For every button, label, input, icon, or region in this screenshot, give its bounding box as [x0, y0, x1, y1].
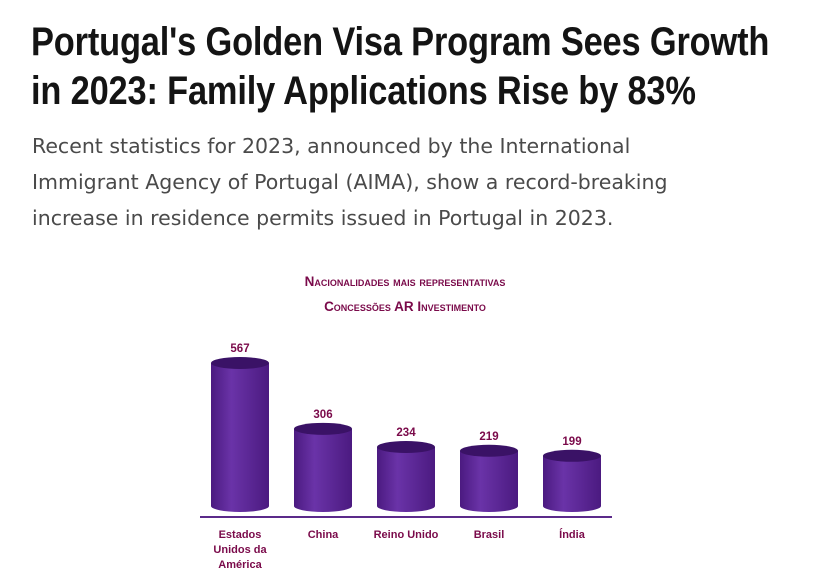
- category-label: Estados: [219, 529, 262, 541]
- bar-0-body: [211, 363, 269, 512]
- category-labels-group: 567 Estados Unidos da América 306 China 234 Rei…: [213, 343, 585, 571]
- chart-title-line-2: Concessões AR Investimento: [324, 299, 486, 314]
- intro-line-3: increase in residence permits issued in …: [32, 206, 614, 230]
- category-label: Unidos da: [213, 544, 267, 556]
- bar-2-top: [377, 440, 435, 453]
- bar-value-label: 219: [479, 431, 498, 443]
- intro-line-2: Immigrant Agency of Portugal (AIMA), sho…: [32, 170, 668, 194]
- category-label: Brasil: [474, 529, 505, 541]
- category-label: Índia: [559, 528, 586, 541]
- intro-line-1: Recent statistics for 2023, announced by…: [32, 134, 631, 158]
- bar-3-top: [460, 444, 518, 457]
- bar-4-body: [543, 455, 601, 512]
- bar-value-label: 306: [313, 409, 332, 421]
- bar-value-label: 234: [396, 427, 416, 439]
- bar-value-label: 567: [230, 343, 249, 355]
- bar-value-label: 199: [562, 436, 581, 448]
- bar-2-body: [377, 446, 435, 512]
- category-label: China: [308, 529, 339, 541]
- bar-1-body: [294, 428, 352, 512]
- headline-line-2: in 2023: Family Applications Rise by 83%: [31, 69, 696, 113]
- category-label: Reino Unido: [374, 529, 439, 541]
- headline-line-1: Portugal's Golden Visa Program Sees Grow…: [31, 20, 770, 64]
- chart-title-line-1: Nacionalidades mais representativas: [305, 274, 506, 289]
- article-headline: Portugal's Golden Visa Program Sees Grow…: [31, 18, 770, 116]
- category-label: América: [218, 559, 262, 571]
- article-intro: Recent statistics for 2023, announced by…: [32, 128, 812, 236]
- bar-0-top: [211, 357, 269, 369]
- bar-1-top: [294, 422, 352, 435]
- bar-3-body: [460, 450, 518, 512]
- bars-group: [211, 357, 601, 512]
- bar-4-top: [543, 449, 601, 462]
